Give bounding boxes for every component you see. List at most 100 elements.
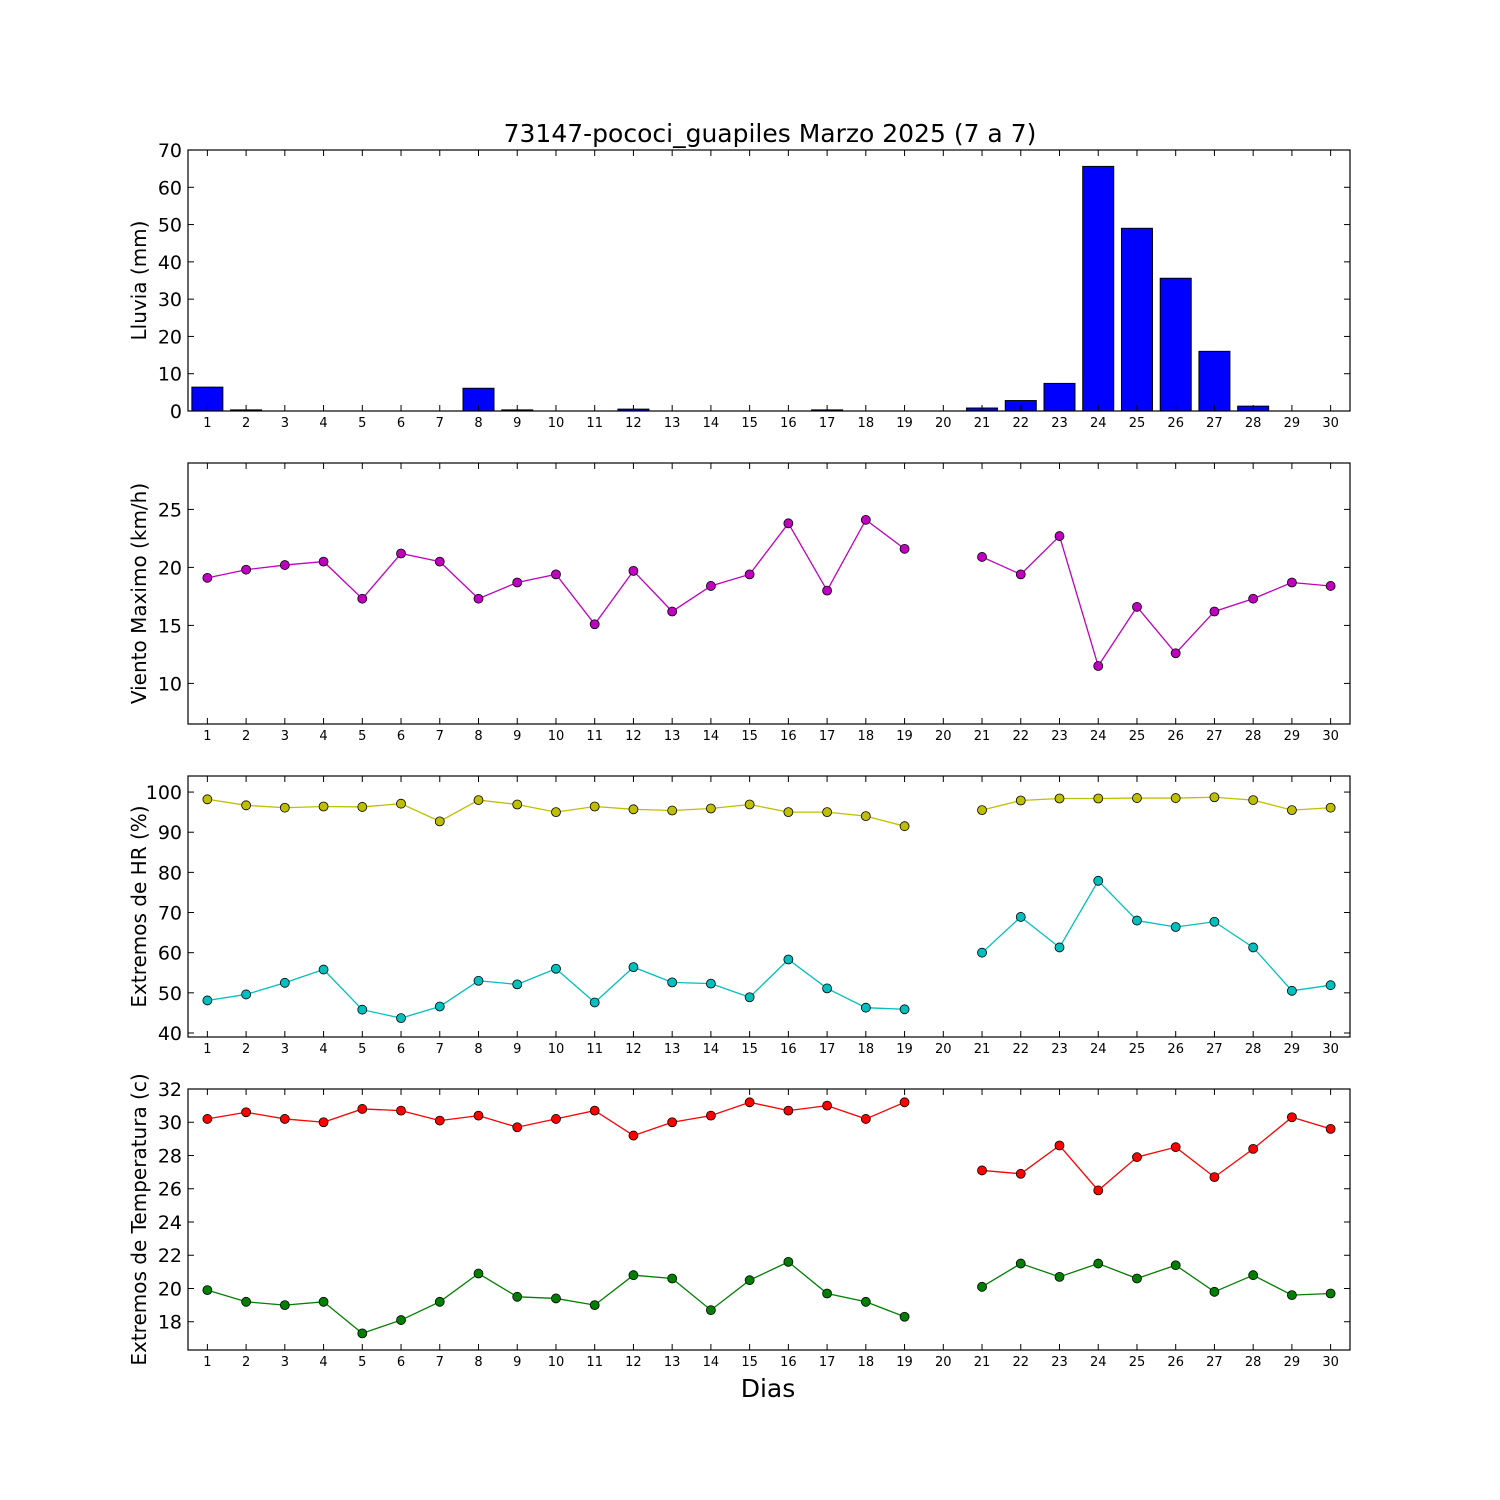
point-temp-2-day-25 [1132,1273,1142,1284]
ytick-label-viento-15: 15 [158,615,182,637]
xtick-label-lluvia-15: 15 [741,416,758,431]
ytick-label-hr-50: 50 [158,983,182,1005]
point-temp-1-day-25 [1132,1152,1142,1163]
xtick-label-viento-16: 16 [780,729,797,744]
xtick-label-lluvia-8: 8 [474,416,482,431]
point-temp-1-day-8 [473,1110,484,1121]
point-hr-2-day-9 [512,979,523,990]
point-hr-2-day-5 [357,1004,368,1015]
xtick-label-temp-13: 13 [664,1355,681,1370]
point-viento-1-day-29 [1287,577,1297,588]
point-hr-1-day-7 [434,816,445,827]
point-temp-2-day-4 [318,1296,329,1307]
xtick-label-lluvia-5: 5 [358,416,366,431]
xtick-label-viento-28: 28 [1245,729,1262,744]
point-temp-1-day-23 [1054,1140,1065,1151]
axes-frame-hr [187,775,1351,1038]
point-viento-1-day-25 [1132,601,1142,612]
point-temp-2-day-6 [396,1315,406,1325]
point-hr-2-day-23 [1054,942,1065,953]
point-hr-1-day-19 [899,821,910,832]
xtick-label-viento-21: 21 [974,729,991,744]
point-viento-1-day-15 [744,569,755,580]
xtick-label-hr-19: 19 [896,1042,913,1057]
ytick-label-lluvia-30: 30 [158,289,182,311]
xtick-label-temp-7: 7 [436,1355,444,1370]
xtick-label-viento-29: 29 [1284,729,1301,744]
point-temp-1-day-9 [512,1122,523,1133]
xtick-label-hr-27: 27 [1206,1042,1223,1057]
xtick-label-temp-3: 3 [281,1355,289,1370]
xtick-label-lluvia-20: 20 [935,416,952,431]
point-hr-1-day-4 [318,801,329,812]
point-temp-1-day-18 [860,1114,871,1124]
point-viento-1-day-7 [434,556,445,567]
point-temp-1-day-29 [1287,1112,1297,1123]
point-temp-1-day-30 [1325,1124,1336,1134]
xtick-label-hr-25: 25 [1129,1042,1146,1057]
point-hr-2-day-30 [1325,980,1336,991]
xtick-label-viento-18: 18 [858,729,875,744]
point-temp-1-day-10 [551,1114,561,1124]
xtick-label-temp-23: 23 [1051,1355,1068,1370]
point-viento-1-day-2 [241,564,252,575]
ytick-label-hr-70: 70 [158,903,182,925]
point-hr-2-day-28 [1248,942,1259,953]
series-hr-2 [202,875,1336,1024]
point-temp-2-day-10 [551,1293,561,1304]
point-hr-2-day-14 [706,978,716,989]
xtick-label-temp-11: 11 [586,1355,603,1370]
point-temp-2-day-7 [434,1296,445,1307]
point-hr-1-day-13 [667,805,678,816]
point-hr-2-day-3 [279,977,290,988]
point-temp-2-day-19 [899,1311,910,1322]
point-temp-2-day-2 [241,1296,252,1307]
y-axis-label-hr: Extremos de HR (%) [127,805,151,1007]
point-hr-1-day-18 [860,811,871,822]
point-hr-2-day-4 [318,964,329,975]
point-viento-1-day-26 [1170,648,1181,659]
point-temp-2-day-15 [744,1275,755,1286]
ytick-label-lluvia-0: 0 [170,401,182,423]
ytick-label-hr-100: 100 [146,782,182,804]
xtick-label-hr-30: 30 [1322,1042,1339,1057]
point-viento-1-day-9 [512,577,523,588]
point-temp-1-day-1 [202,1114,213,1124]
xtick-label-hr-15: 15 [741,1042,758,1057]
point-viento-1-day-17 [822,585,832,596]
point-temp-2-day-18 [860,1296,871,1307]
xtick-label-lluvia-30: 30 [1322,416,1339,431]
point-viento-1-day-21 [977,552,987,562]
point-hr-1-day-14 [706,803,716,814]
point-hr-2-day-7 [434,1001,445,1012]
point-viento-1-day-14 [706,581,716,591]
point-temp-1-day-27 [1209,1172,1220,1183]
series-viento-1 [202,514,1336,671]
xtick-label-temp-30: 30 [1322,1355,1339,1370]
xtick-label-temp-22: 22 [1012,1355,1029,1370]
ytick-label-temp-22: 22 [158,1245,182,1267]
point-hr-1-day-29 [1287,805,1297,816]
ytick-label-hr-90: 90 [158,822,182,844]
point-hr-1-day-24 [1093,793,1104,804]
point-viento-1-day-30 [1325,581,1336,591]
axes-frame-temp [187,1088,1351,1351]
point-temp-1-day-14 [706,1110,716,1121]
xtick-label-hr-22: 22 [1012,1042,1029,1057]
xtick-label-viento-13: 13 [664,729,681,744]
point-viento-1-day-12 [628,565,639,576]
point-hr-1-day-21 [977,805,987,816]
ytick-label-lluvia-20: 20 [158,326,182,348]
xtick-label-viento-23: 23 [1051,729,1068,744]
xtick-label-temp-15: 15 [741,1355,758,1370]
point-hr-1-day-28 [1248,795,1259,805]
point-hr-2-day-13 [667,977,678,988]
point-temp-1-day-12 [628,1130,639,1141]
point-temp-1-day-28 [1248,1143,1259,1154]
xtick-label-lluvia-11: 11 [586,416,603,431]
xtick-label-temp-2: 2 [242,1355,250,1370]
xtick-label-viento-1: 1 [203,729,211,744]
xtick-label-lluvia-29: 29 [1284,416,1301,431]
point-hr-1-day-3 [279,802,290,813]
xtick-label-temp-6: 6 [397,1355,405,1370]
